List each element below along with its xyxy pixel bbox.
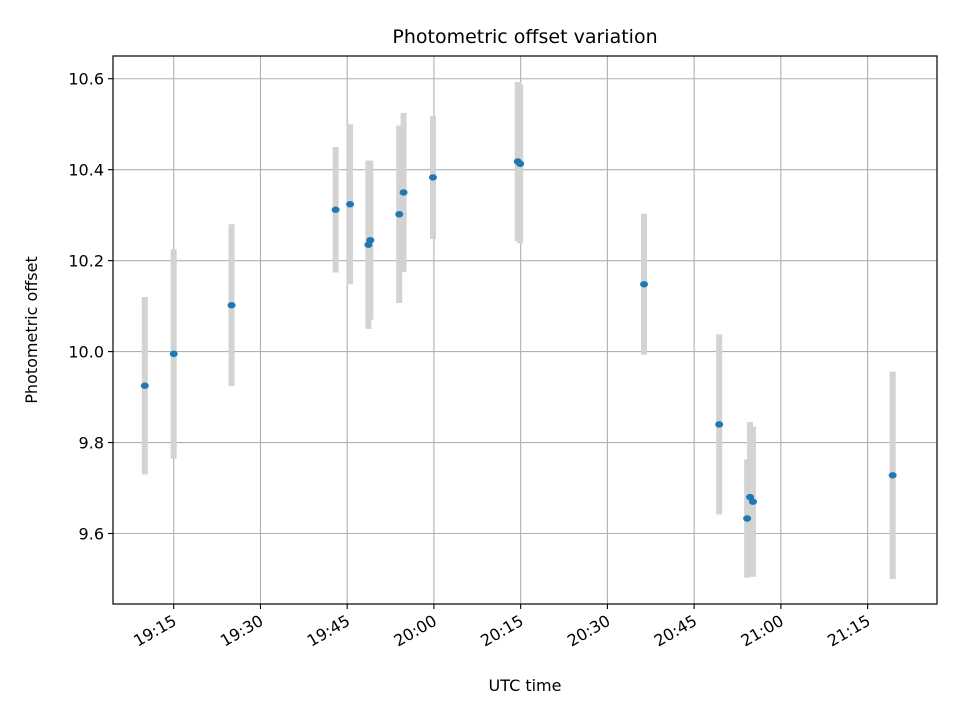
x-tick-label: 21:15 [824,611,873,651]
data-point [715,421,724,428]
x-axis-ticks: 19:15 19:30 19:45 20:00 20:15 20:30 20:45 21:00… [130,604,874,651]
data-point [516,160,525,167]
data-points [140,158,897,522]
data-point [428,174,437,181]
x-tick-label: 20:30 [564,611,613,651]
x-tick-label: 19:30 [217,611,266,651]
data-point [888,472,897,479]
x-tick-label: 19:45 [304,611,353,651]
y-tick-label: 10.0 [68,343,104,362]
y-tick-label: 10.6 [68,70,104,89]
y-tick-label: 9.6 [79,525,104,544]
x-tick-label: 21:00 [737,611,786,651]
y-tick-label: 10.2 [68,252,104,271]
y-tick-label: 9.8 [79,434,104,453]
data-point [227,302,236,309]
grid [113,56,937,604]
data-point [169,350,178,358]
x-tick-label: 20:45 [651,611,700,651]
data-point [140,382,149,389]
x-axis-label: UTC time [489,676,562,695]
data-point [346,201,355,208]
data-point [331,206,340,213]
y-axis-label: Photometric offset [22,256,41,404]
data-point [399,189,408,196]
plot-frame [112,55,938,605]
data-point [395,211,404,218]
y-axis-ticks: 9.6 9.8 10.0 10.2 10.4 10.6 [68,70,113,544]
y-tick-label: 10.4 [68,161,104,180]
data-point [748,498,757,505]
data-point [640,281,649,288]
x-tick-label: 20:15 [477,611,526,651]
x-tick-label: 20:00 [390,611,439,651]
chart-title: Photometric offset variation [392,26,657,48]
data-point [366,236,375,244]
data-point [743,515,752,522]
x-tick-label: 19:15 [130,611,179,651]
